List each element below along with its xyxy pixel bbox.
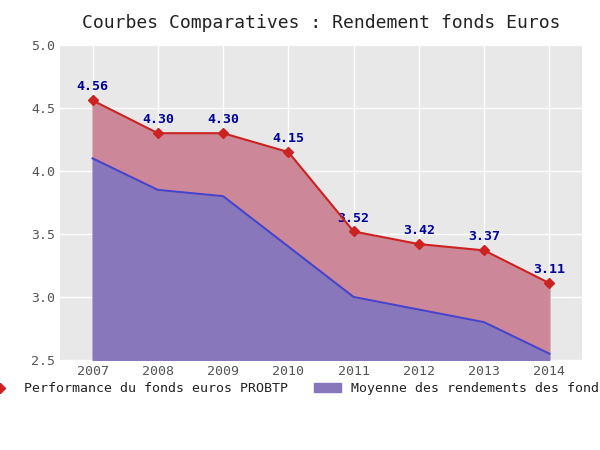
Text: 4.15: 4.15 bbox=[272, 132, 304, 145]
Text: 3.11: 3.11 bbox=[533, 263, 565, 276]
Text: 4.30: 4.30 bbox=[207, 113, 239, 126]
Text: 3.52: 3.52 bbox=[338, 212, 370, 225]
Text: 4.30: 4.30 bbox=[142, 113, 174, 126]
Legend: Performance du fonds euros PROBTP, Moyenne des rendements des fonds euros: Performance du fonds euros PROBTP, Moyen… bbox=[0, 377, 600, 400]
Text: 4.56: 4.56 bbox=[77, 81, 109, 94]
Title: Courbes Comparatives : Rendement fonds Euros: Courbes Comparatives : Rendement fonds E… bbox=[82, 14, 560, 32]
Text: 3.37: 3.37 bbox=[468, 230, 500, 243]
Text: 3.42: 3.42 bbox=[403, 224, 435, 237]
